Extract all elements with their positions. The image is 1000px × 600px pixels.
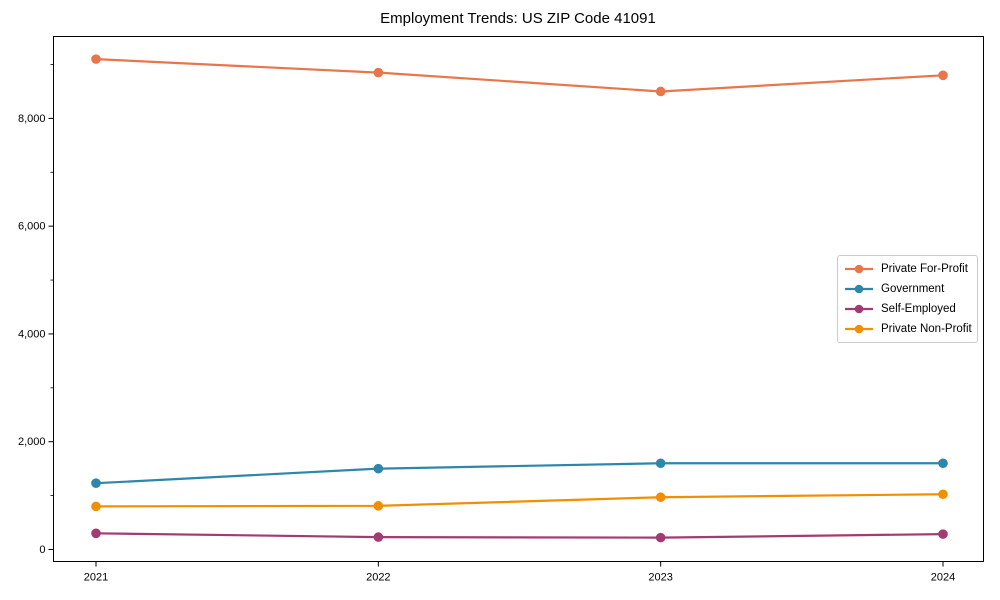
legend-item-self-employed: Self-Employed [844, 299, 971, 319]
plot-border [53, 36, 984, 562]
data-point-self-employed [373, 532, 384, 542]
series-line-self-employed [94, 532, 945, 539]
legend-marker-icon [845, 284, 873, 294]
y-tick-label: 4,000 [18, 328, 46, 340]
data-point-government [655, 458, 666, 469]
data-point-private-non-profit [938, 489, 948, 500]
data-point-private-non-profit [373, 501, 384, 511]
series-line-government [94, 462, 945, 485]
legend-marker-icon [845, 324, 873, 334]
data-point-private-for-profit [655, 86, 666, 97]
legend-label: Private Non-Profit [881, 323, 972, 335]
y-tick-label: 6,000 [18, 221, 46, 233]
x-tick-label: 2022 [366, 572, 390, 584]
legend-item-government: Government [844, 279, 971, 299]
data-point-private-for-profit [373, 67, 384, 78]
y-tick-label: 8,000 [18, 113, 46, 125]
data-point-private-non-profit [655, 492, 666, 503]
x-tick-label: 2024 [931, 572, 955, 584]
series-line-private-non-profit [94, 493, 945, 508]
legend-label: Government [881, 283, 945, 295]
data-point-self-employed [655, 532, 666, 543]
data-point-government [938, 458, 948, 469]
data-point-self-employed [938, 529, 948, 539]
legend-label: Private For-Profit [881, 263, 968, 275]
data-point-self-employed [91, 528, 101, 539]
data-point-private-non-profit [91, 501, 101, 512]
x-tick-label: 2021 [84, 572, 108, 584]
series-line-private-for-profit [94, 58, 945, 93]
y-tick-label: 2,000 [18, 436, 46, 448]
legend: Private For-Profit Government Self-Employe… [837, 255, 978, 343]
x-tick-label: 2023 [648, 572, 672, 584]
legend-item-private-non-profit: Private Non-Profit [844, 319, 972, 339]
legend-item-private-for-profit: Private For-Profit [844, 259, 971, 279]
data-point-government [91, 478, 101, 489]
legend-marker-icon [845, 304, 873, 314]
y-tick-label: 0 [39, 544, 45, 556]
chart-title: Employment Trends: US ZIP Code 41091 [380, 10, 656, 27]
legend-label: Self-Employed [881, 303, 956, 315]
legend-marker-icon [845, 264, 873, 274]
data-point-government [373, 463, 384, 474]
data-point-private-for-profit [938, 70, 948, 81]
data-point-private-for-profit [91, 54, 101, 64]
